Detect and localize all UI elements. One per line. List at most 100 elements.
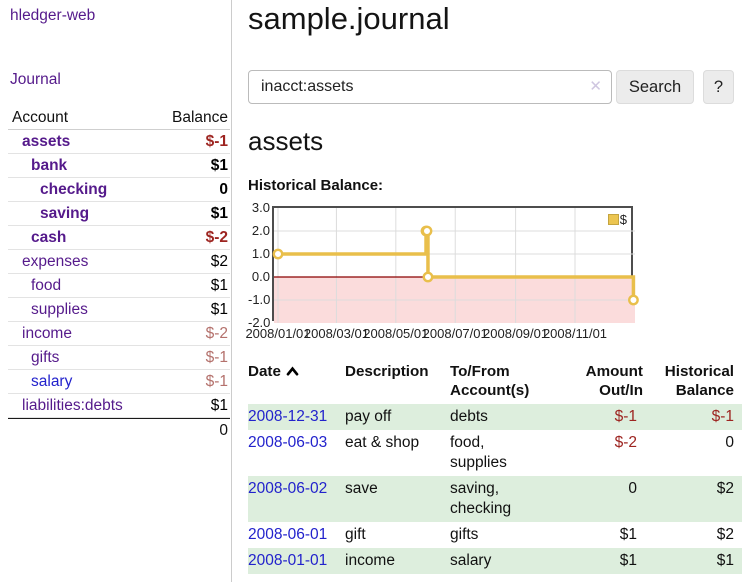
transaction-accounts: salary	[450, 548, 550, 574]
chart-plot-area	[272, 208, 639, 323]
transaction-accounts: food, supplies	[450, 434, 507, 471]
account-row: gifts $-1	[8, 346, 230, 370]
transaction-balance: $-1	[643, 404, 742, 430]
transaction-description: gift	[345, 526, 366, 543]
register-table: Date Description To/From Account(s) Amou…	[248, 362, 742, 574]
x-axis-tick-label: 2008/09/01	[483, 326, 549, 341]
accounts-total-row: 0	[8, 418, 230, 442]
x-axis-tick-label: 2008/11/01	[542, 326, 608, 341]
transaction-date-link[interactable]: 2008-06-01	[248, 526, 328, 543]
transaction-date-link[interactable]: 2008-06-02	[248, 480, 328, 497]
account-link[interactable]: checking	[40, 181, 108, 198]
account-balance: $-2	[205, 325, 228, 342]
register-header-amount: Amount Out/In	[585, 363, 643, 399]
account-link[interactable]: salary	[31, 373, 73, 390]
accounts-header-balance: Balance	[171, 109, 228, 126]
search-button[interactable]: Search	[616, 70, 694, 104]
account-link[interactable]: food	[31, 277, 62, 294]
transaction-date-link[interactable]: 2008-12-31	[248, 408, 328, 425]
x-axis-tick-label: 2008/05/01	[363, 326, 429, 341]
account-balance: 0	[219, 181, 228, 198]
transaction-description: eat & shop	[345, 434, 420, 451]
transaction-date-link[interactable]: 2008-06-03	[248, 434, 328, 451]
main-content: sample.journal ✕ Search ? assets Histori…	[245, 0, 742, 582]
account-row: salary $-1	[8, 370, 230, 394]
account-row: saving $1	[8, 202, 230, 226]
brand-link[interactable]: hledger-web	[10, 7, 96, 24]
sidebar: hledger-web Journal Account Balance asse…	[0, 0, 232, 582]
register-header-balance: Historical Balance	[664, 363, 734, 399]
account-row: assets $-1	[8, 130, 230, 154]
transaction-amount: 0	[550, 476, 643, 522]
account-row: supplies $1	[8, 298, 230, 322]
balance-chart: $	[272, 206, 639, 323]
transaction-accounts: saving, checking	[450, 476, 550, 522]
account-link[interactable]: assets	[22, 133, 71, 150]
account-link[interactable]: bank	[31, 157, 68, 174]
y-axis-tick-label: -2.0	[248, 315, 271, 330]
register-row: 2008-06-01 gift gifts $1 $2	[248, 522, 742, 548]
register-row: 2008-12-31 pay off debts $-1 $-1	[248, 404, 742, 430]
x-axis-tick-label: 2008/07/01	[422, 326, 488, 341]
sidebar-item-journal[interactable]: Journal	[10, 71, 61, 88]
search-input[interactable]	[248, 70, 612, 104]
transaction-balance: $2	[716, 526, 734, 543]
account-row: expenses $2	[8, 250, 230, 274]
account-balance: $-2	[205, 229, 228, 246]
transaction-accounts: debts	[450, 404, 550, 430]
account-balance: $1	[210, 205, 228, 222]
account-balance: $1	[210, 301, 228, 318]
account-row: checking 0	[8, 178, 230, 202]
y-axis-tick-label: 3.0	[251, 200, 270, 215]
account-row: income $-2	[8, 322, 230, 346]
account-link[interactable]: cash	[31, 229, 67, 246]
transaction-date-link[interactable]: 2008-01-01	[248, 552, 328, 569]
transaction-balance: 0	[725, 434, 734, 451]
transaction-amount: $1	[619, 526, 637, 543]
register-row: 2008-01-01 income salary $1 $1	[248, 548, 742, 574]
x-axis-tick-label: 2008/03/01	[303, 326, 369, 341]
transaction-balance: $2	[643, 476, 742, 522]
account-row: food $1	[8, 274, 230, 298]
account-link[interactable]: gifts	[31, 349, 60, 366]
transaction-balance: $1	[643, 548, 742, 574]
account-balance: $-1	[205, 349, 228, 366]
legend-swatch-icon	[607, 214, 619, 225]
account-balance: $-1	[205, 373, 228, 390]
register-row: 2008-06-02 save saving, checking 0 $2	[248, 476, 742, 522]
register-header-date[interactable]: Date	[248, 362, 345, 404]
search-form: ✕ Search ?	[248, 70, 742, 104]
chart-legend: $	[607, 212, 627, 227]
legend-label: $	[619, 212, 627, 227]
page-title: sample.journal	[248, 1, 450, 36]
help-button[interactable]: ?	[703, 70, 734, 104]
transaction-description: income	[345, 548, 450, 574]
account-row: liabilities:debts $1	[8, 394, 230, 418]
y-axis-tick-label: 0.0	[251, 269, 270, 284]
account-link[interactable]: expenses	[22, 253, 89, 270]
x-axis-tick-label: 2008/01/01	[245, 326, 311, 341]
transaction-accounts: gifts	[450, 526, 479, 543]
y-axis-tick-label: 1.0	[251, 246, 270, 261]
clear-search-icon[interactable]: ✕	[589, 78, 602, 95]
transaction-description: save	[345, 476, 450, 522]
y-axis-tick-label: -1.0	[248, 292, 271, 307]
account-balance: $-1	[205, 133, 228, 150]
accounts-table-body: assets $-1 bank $1 checking 0 saving $1 cash $-2 e…	[8, 130, 230, 418]
account-link[interactable]: liabilities:debts	[22, 397, 123, 414]
account-link[interactable]: supplies	[31, 301, 88, 318]
register-header-accounts: To/From Account(s)	[450, 363, 530, 399]
account-row: cash $-2	[8, 226, 230, 250]
accounts-table: Account Balance assets $-1 bank $1 checking 0…	[8, 106, 230, 442]
account-link[interactable]: saving	[40, 205, 90, 222]
y-axis-tick-label: 2.0	[251, 223, 270, 238]
chart-heading: Historical Balance:	[248, 177, 384, 194]
account-row: bank $1	[8, 154, 230, 178]
accounts-header-account: Account	[12, 109, 69, 126]
account-heading: assets	[248, 126, 324, 156]
transaction-amount: $1	[550, 548, 643, 574]
account-link[interactable]: income	[22, 325, 72, 342]
register-table-body: 2008-12-31 pay off debts $-1 $-1 2008-06-03 ea…	[248, 404, 742, 574]
transaction-amount: $-1	[550, 404, 643, 430]
